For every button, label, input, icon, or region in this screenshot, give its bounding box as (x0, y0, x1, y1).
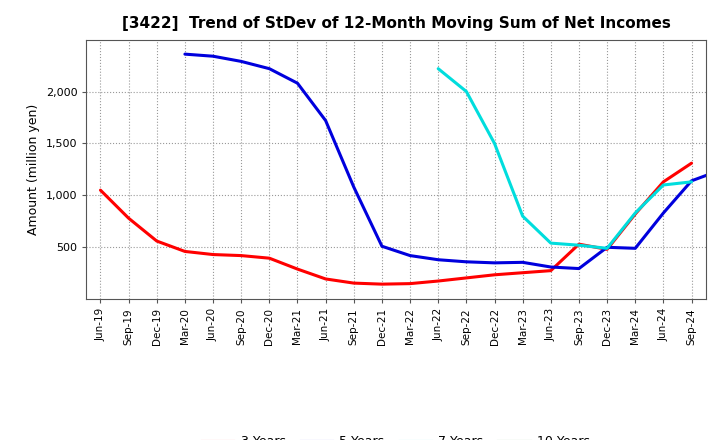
Y-axis label: Amount (million yen): Amount (million yen) (27, 104, 40, 235)
Title: [3422]  Trend of StDev of 12-Month Moving Sum of Net Incomes: [3422] Trend of StDev of 12-Month Moving… (122, 16, 670, 32)
Legend: 3 Years, 5 Years, 7 Years, 10 Years: 3 Years, 5 Years, 7 Years, 10 Years (197, 430, 595, 440)
